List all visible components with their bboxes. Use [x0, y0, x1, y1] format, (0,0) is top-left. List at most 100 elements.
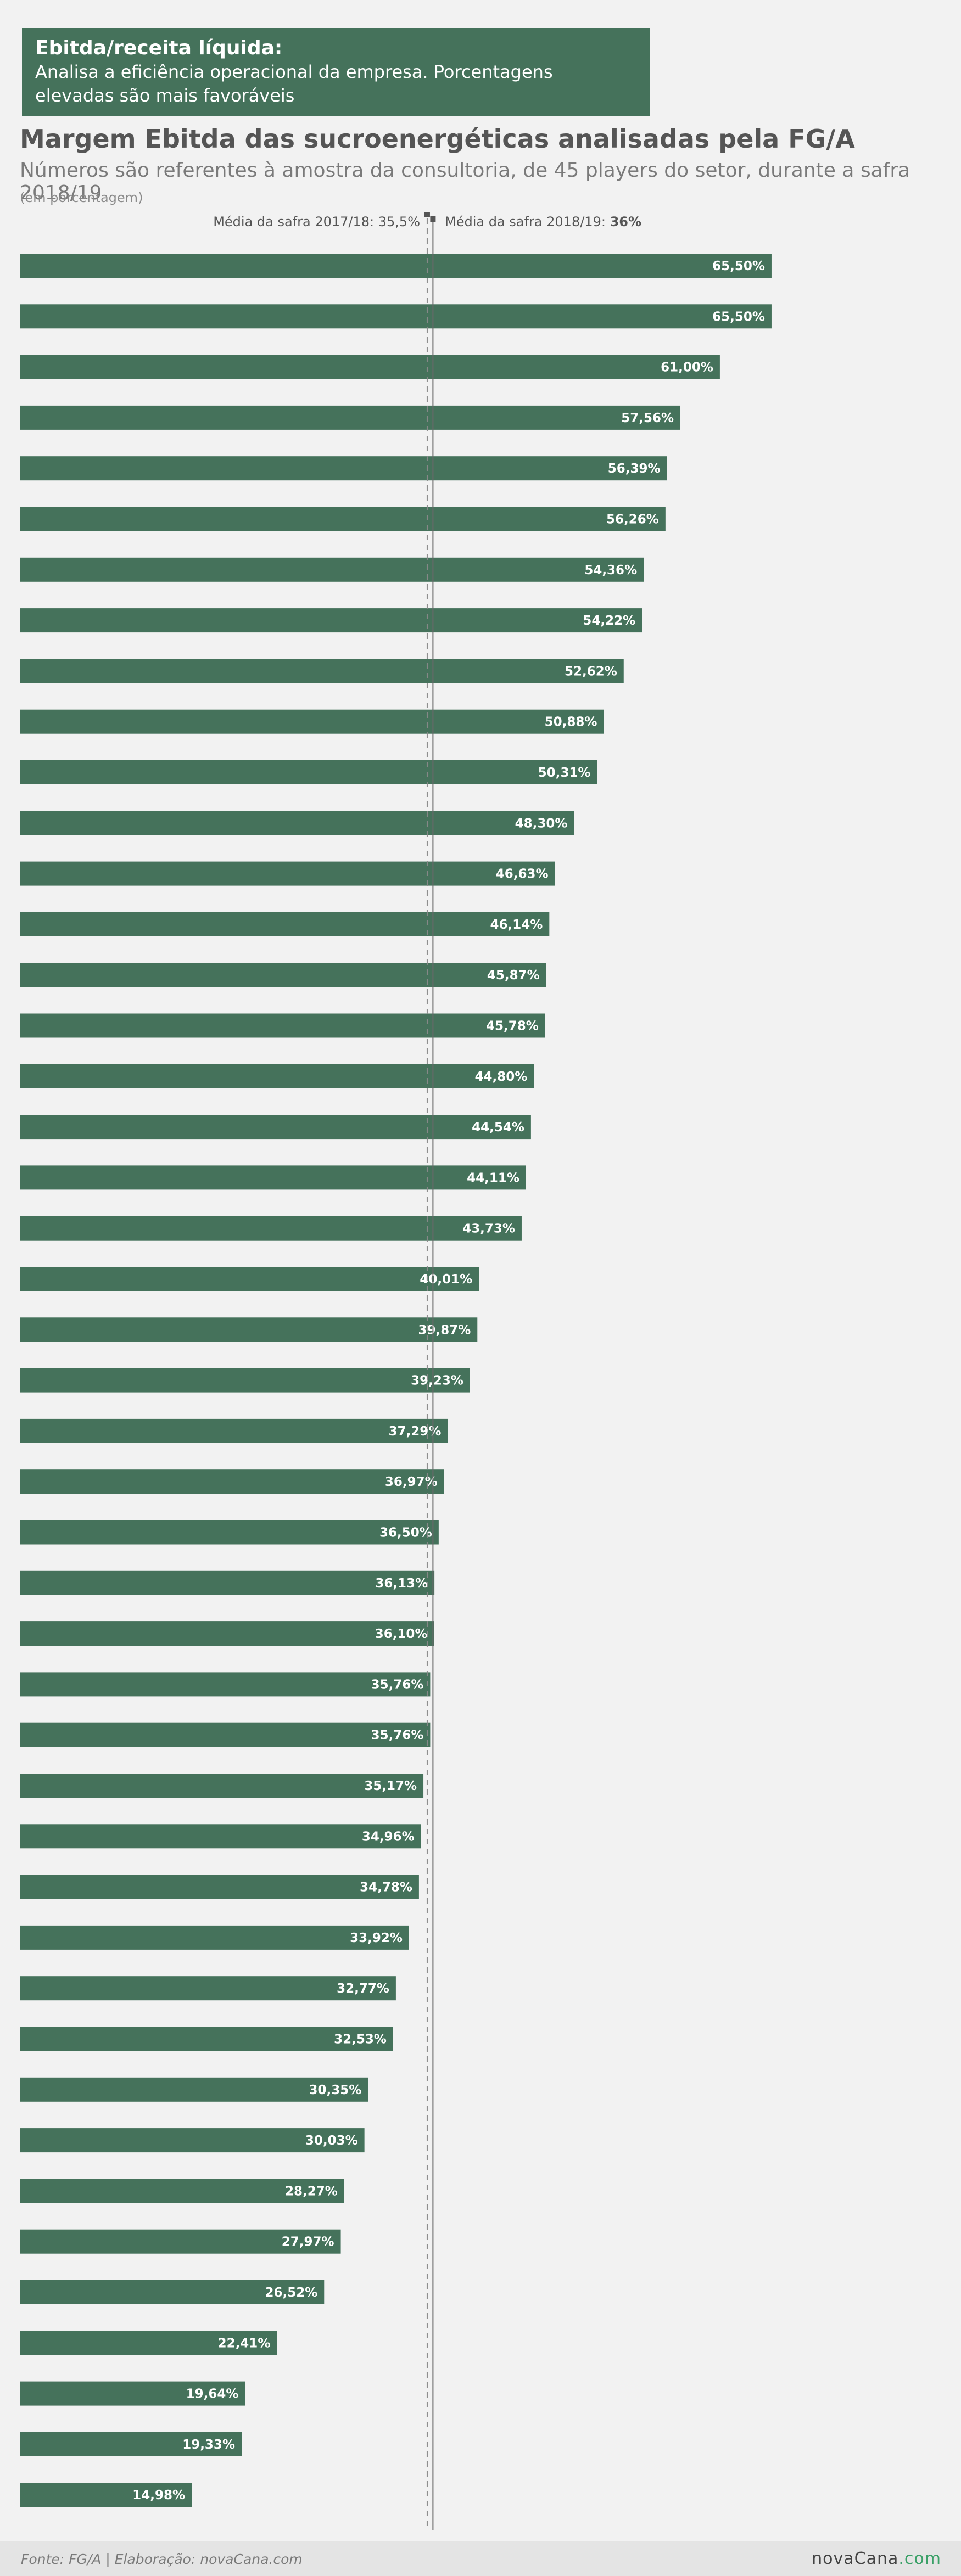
bar-label-17: 44,80% [475, 1070, 528, 1084]
bar-label-30: 35,76% [371, 1728, 424, 1743]
bar-label-13: 46,63% [496, 867, 549, 882]
bar-label-45: 14,98% [132, 2488, 185, 2502]
bar-42 [20, 2331, 277, 2355]
bar-label-37: 30,35% [309, 2083, 362, 2097]
bar-label-42: 22,41% [218, 2336, 271, 2350]
bar-12 [20, 811, 574, 835]
bar-22 [20, 1317, 478, 1342]
bar-25 [20, 1469, 444, 1494]
bar-44 [20, 2432, 242, 2456]
bar-label-36: 32,53% [334, 2033, 387, 2047]
bar-label-20: 43,73% [462, 1222, 515, 1236]
bar-13 [20, 861, 555, 886]
bar-39 [20, 2179, 344, 2203]
bar-label-24: 37,29% [389, 1424, 442, 1439]
bar-label-26: 36,50% [379, 1526, 432, 1540]
footer-source: Fonte: FG/A | Elaboração: novaCana.com [21, 2551, 303, 2567]
bar-36 [20, 2027, 393, 2051]
bar-label-21: 40,01% [420, 1272, 472, 1287]
reference-marker-1 [424, 212, 430, 217]
bar-14 [20, 912, 550, 936]
bar-label-15: 45,87% [487, 968, 540, 983]
bar-label-22: 39,87% [418, 1323, 471, 1337]
info-title: Ebitda/receita líquida: [35, 37, 283, 59]
footer: Fonte: FG/A | Elaboração: novaCana.com n… [0, 2541, 961, 2576]
bar-5 [20, 456, 667, 481]
bar-label-5: 56,39% [608, 462, 661, 476]
bar-38 [20, 2128, 365, 2153]
chart-unit-note: (em porcentagem) [20, 190, 143, 205]
logo-domain: .com [898, 2549, 941, 2568]
reference-label-2018-19-value: 36% [610, 214, 642, 229]
bar-label-18: 44,54% [472, 1120, 524, 1135]
bar-6 [20, 507, 666, 531]
bar-16 [20, 1013, 545, 1038]
bar-label-28: 36,10% [375, 1627, 428, 1641]
bar-label-3: 61,00% [661, 361, 713, 375]
bar-20 [20, 1216, 522, 1241]
bar-label-9: 52,62% [565, 664, 617, 678]
bar-label-31: 35,17% [364, 1779, 417, 1793]
bar-31 [20, 1774, 424, 1798]
bar-label-43: 19,64% [186, 2387, 239, 2401]
bar-1 [20, 254, 772, 278]
bar-label-29: 35,76% [371, 1677, 424, 1692]
bar-43 [20, 2381, 245, 2406]
bar-label-10: 50,88% [545, 715, 597, 729]
info-description-line1: Analisa a eficiência operacional da empr… [35, 61, 553, 82]
bar-label-19: 44,11% [467, 1171, 519, 1185]
bar-label-32: 34,96% [362, 1829, 415, 1844]
bar-40 [20, 2229, 341, 2254]
bar-label-7: 54,36% [584, 563, 637, 577]
bar-15 [20, 963, 546, 987]
bar-label-6: 56,26% [606, 513, 659, 527]
reference-label-2017-18: Média da safra 2017/18: 35,5% [213, 214, 420, 229]
bar-11 [20, 760, 597, 784]
bar-3 [20, 355, 720, 379]
bar-label-1: 65,50% [712, 259, 765, 273]
reference-label-2018-19-prefix: Média da safra 2018/19: [445, 214, 610, 229]
bar-label-34: 33,92% [350, 1931, 403, 1945]
bar-label-41: 26,52% [265, 2286, 317, 2300]
info-description-line2: elevadas são mais favoráveis [35, 85, 295, 106]
bar-29 [20, 1672, 431, 1697]
bar-label-2: 65,50% [712, 310, 765, 324]
bar-24 [20, 1418, 448, 1443]
reference-label-2018-19: Média da safra 2018/19: 36% [445, 214, 641, 229]
bar-30 [20, 1722, 431, 1747]
bar-32 [20, 1824, 421, 1849]
bar-label-23: 39,23% [411, 1374, 463, 1388]
bar-label-25: 36,97% [385, 1475, 438, 1489]
bar-26 [20, 1520, 439, 1545]
info-box: Ebitda/receita líquida: Analisa a eficiê… [22, 28, 650, 116]
bar-label-12: 48,30% [515, 816, 568, 830]
bar-7 [20, 557, 644, 582]
bar-4 [20, 405, 681, 430]
bar-41 [20, 2280, 325, 2304]
bar-label-27: 36,13% [375, 1576, 428, 1591]
reference-marker-2 [430, 216, 436, 222]
bar-34 [20, 1925, 409, 1950]
bar-17 [20, 1064, 534, 1088]
bar-18 [20, 1115, 531, 1140]
bar-label-4: 57,56% [621, 411, 674, 425]
bar-label-16: 45,78% [486, 1019, 539, 1034]
bar-label-40: 27,97% [282, 2235, 334, 2249]
bar-23 [20, 1368, 470, 1393]
bar-21 [20, 1267, 479, 1291]
bar-9 [20, 659, 624, 683]
bar-35 [20, 1976, 396, 2001]
bar-2 [20, 304, 772, 329]
bar-33 [20, 1875, 419, 1899]
bar-label-14: 46,14% [490, 918, 543, 932]
novacana-logo: novaCana.com [812, 2549, 941, 2568]
bar-label-44: 19,33% [182, 2438, 235, 2452]
bar-label-35: 32,77% [337, 1982, 389, 1996]
bar-10 [20, 709, 604, 734]
bar-27 [20, 1570, 435, 1595]
chart-subtitle: Números são referentes à amostra da cons… [20, 159, 910, 204]
chart-title: Margem Ebitda das sucroenergéticas anali… [20, 124, 855, 154]
bar-8 [20, 608, 642, 633]
logo-name: novaCana [812, 2549, 899, 2568]
